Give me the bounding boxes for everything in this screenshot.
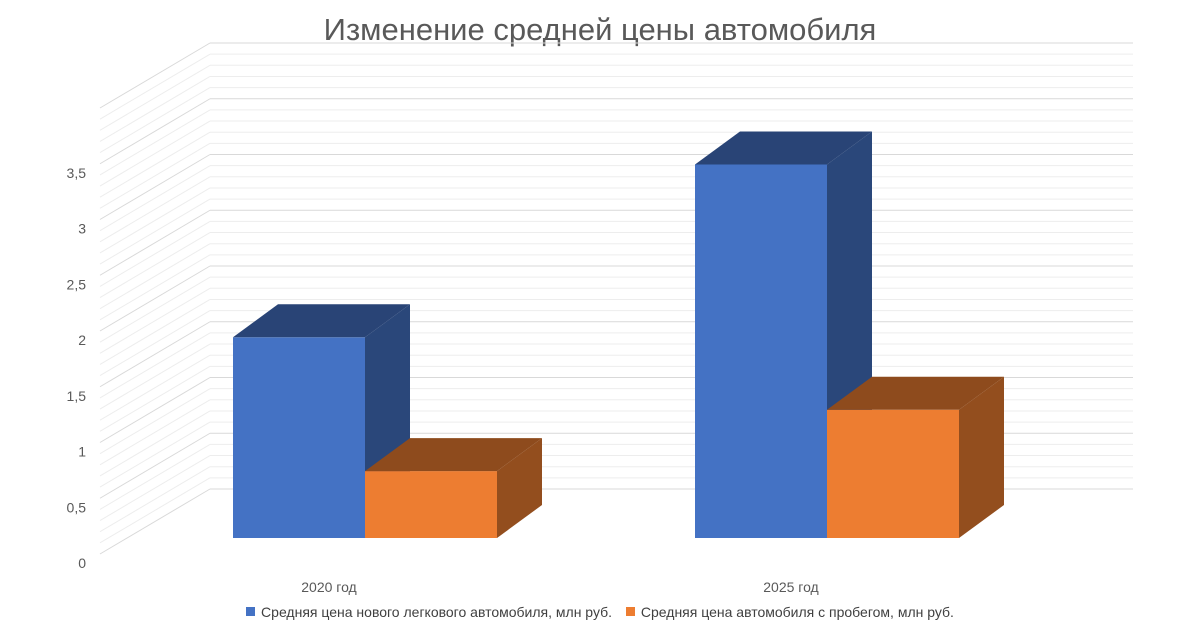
side-gridline — [99, 64, 211, 131]
side-gridline — [99, 421, 211, 488]
side-gridline — [99, 198, 211, 265]
bar-front — [827, 409, 959, 538]
side-gridline — [99, 388, 211, 455]
y-tick-label: 0,5 — [67, 499, 87, 515]
y-tick-label: 0 — [78, 555, 86, 571]
side-gridline — [99, 120, 211, 187]
bar-side — [497, 438, 542, 538]
y-tick-label: 1 — [78, 444, 86, 460]
side-gridline — [99, 187, 211, 254]
side-gridline — [99, 254, 211, 321]
side-gridline — [99, 176, 211, 243]
side-gridline — [99, 165, 211, 232]
bar-front — [365, 471, 497, 538]
y-tick-label: 3,5 — [67, 165, 87, 181]
side-gridline — [99, 332, 211, 399]
x-axis: 2020 год 2025 год — [301, 579, 818, 595]
bar-top — [233, 304, 410, 338]
legend-item-used-car: Средняя цена автомобиля с пробегом, млн … — [625, 604, 954, 620]
side-gridline — [99, 243, 211, 310]
side-gridline — [99, 365, 211, 432]
bar-top — [827, 376, 1004, 410]
bars — [233, 131, 1004, 538]
side-gridline — [99, 455, 211, 521]
side-gridline — [99, 265, 211, 332]
side-gridline — [99, 220, 211, 287]
side-gridline — [99, 343, 211, 410]
x-category-label: 2025 год — [763, 579, 818, 595]
legend-swatch-new-car — [246, 607, 256, 616]
side-gridline — [99, 477, 211, 544]
bar — [365, 438, 542, 538]
bar-top — [365, 438, 542, 472]
y-axis: 0 0,5 1 1,5 2 2,5 3 3,5 — [67, 165, 87, 571]
side-gridline — [99, 466, 211, 533]
side-gridline — [99, 377, 211, 443]
legend-item-new-car: Средняя цена нового легкового автомобиля… — [246, 604, 612, 620]
side-gridline — [99, 287, 211, 354]
bar — [233, 304, 410, 538]
side-gridline — [99, 432, 211, 499]
bar — [827, 376, 1004, 538]
legend: Средняя цена нового легкового автомобиля… — [0, 604, 1200, 620]
side-gridline — [99, 98, 211, 165]
side-gridline — [99, 142, 211, 209]
legend-label-used-car: Средняя цена автомобиля с пробегом, млн … — [640, 604, 954, 620]
side-gridline — [99, 488, 211, 555]
side-gridline — [99, 443, 211, 510]
legend-swatch-used-car — [625, 607, 635, 616]
side-gridline — [99, 42, 211, 109]
bar-front — [695, 164, 827, 538]
x-category-label: 2020 год — [301, 579, 356, 595]
side-gridline — [99, 53, 211, 120]
side-gridline — [99, 131, 211, 198]
side-gridline — [99, 232, 211, 298]
y-tick-label: 1,5 — [67, 388, 87, 404]
bar-top — [695, 131, 872, 165]
side-gridline — [99, 109, 211, 176]
side-gridline — [99, 399, 211, 466]
side-gridline — [99, 354, 211, 421]
side-gridline — [99, 76, 211, 142]
side-gridline — [99, 310, 211, 377]
legend-label-new-car: Средняя цена нового легкового автомобиля… — [261, 604, 613, 620]
side-gridline — [99, 154, 211, 220]
y-tick-label: 3 — [78, 221, 86, 237]
bar-side — [959, 376, 1004, 538]
y-tick-label: 2 — [78, 332, 86, 348]
side-gridline — [99, 321, 211, 388]
side-gridline — [99, 209, 211, 276]
y-tick-label: 2,5 — [67, 276, 87, 292]
bar-front — [233, 337, 365, 538]
side-gridline — [99, 299, 211, 365]
chart-title: Изменение средней цены автомобиля — [323, 12, 877, 47]
side-gridline — [99, 276, 211, 343]
side-gridline — [99, 87, 211, 154]
side-gridline — [99, 410, 211, 477]
